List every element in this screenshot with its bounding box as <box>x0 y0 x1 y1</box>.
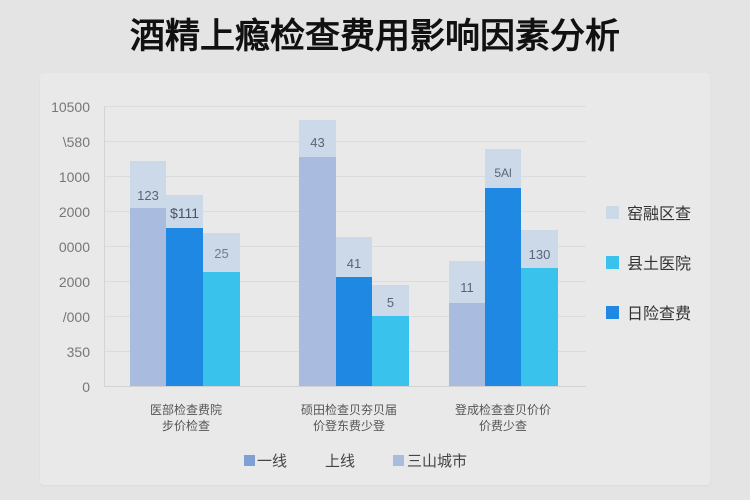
legend-item[interactable]: 三山城市 <box>393 450 467 471</box>
category-label: 医部检查费院 步价检查 <box>111 402 261 434</box>
bar-value-label: 41 <box>346 256 362 271</box>
bar-g1-s2[interactable]: $111 <box>166 195 203 386</box>
legend-label: 日险查费 <box>627 304 692 323</box>
category-label: 硕田检查贝夯贝届 价登东费少登 <box>274 402 424 434</box>
category-label-line: 医部检查费院 <box>149 403 222 417</box>
gridline <box>104 176 586 177</box>
bar-value-label: 130 <box>528 247 551 262</box>
category-label-line: 硕田检查贝夯贝届 <box>300 403 397 417</box>
legend-item[interactable]: 窑融区查 <box>606 200 691 224</box>
legend-label: 县土医院 <box>627 254 692 273</box>
category-label-line: 价登东费少登 <box>312 419 385 433</box>
bar-g1-s1[interactable]: 123 <box>130 161 166 386</box>
y-tick: 350 <box>66 344 90 360</box>
legend-swatch <box>606 205 619 219</box>
legend-swatch <box>606 255 619 269</box>
legend-bottom: 一线 上线 三山城市 <box>244 450 505 471</box>
bar-g2-s2[interactable]: 41 <box>336 237 372 386</box>
category-label-line: 步价检查 <box>161 419 210 433</box>
y-tick: 2000 <box>58 204 90 220</box>
bar-g3-s2[interactable]: 5Al <box>485 149 521 386</box>
y-tick: 10500 <box>51 99 90 115</box>
bar-g3-s3[interactable]: 130 <box>521 230 558 386</box>
legend-swatch <box>393 455 405 466</box>
bar-value-label: $111 <box>169 205 200 221</box>
bar-value-label: 5 <box>386 295 395 310</box>
y-tick: 0 <box>82 379 90 395</box>
bar-g3-s1[interactable]: 11 <box>449 261 485 386</box>
gridline <box>104 141 586 142</box>
legend-label: 一线 <box>257 452 288 470</box>
bar-g1-s3[interactable]: 25 <box>203 233 240 386</box>
bar-value-label: 11 <box>460 280 474 295</box>
legend-right: 窑融区查 县土医院 日险查费 <box>606 200 691 350</box>
legend-item[interactable]: 日险查费 <box>606 300 691 324</box>
bar-value-label: 43 <box>310 135 325 150</box>
y-tick: 2000 <box>58 274 90 290</box>
legend-item[interactable]: 县土医院 <box>606 250 691 274</box>
bar-value-label: 25 <box>214 246 229 261</box>
legend-label: 窑融区查 <box>627 204 692 223</box>
category-label: 登成检查查贝价价 价费少查 <box>428 402 578 434</box>
y-tick: /000 <box>62 309 90 325</box>
gridline <box>104 211 586 212</box>
bar-g2-s3[interactable]: 5 <box>372 285 409 386</box>
y-tick: 0000 <box>58 239 90 255</box>
gridline <box>104 106 586 107</box>
legend-label: 三山城市 <box>407 452 468 470</box>
bar-value-label: 123 <box>137 188 159 203</box>
bar-g2-s1[interactable]: 43 <box>299 120 336 386</box>
y-axis-line <box>104 106 105 387</box>
category-label-line: 登成检查查贝价价 <box>454 403 551 417</box>
legend-swatch <box>606 305 619 319</box>
chart-title: 酒精上瘾检查费用影响因素分析 <box>129 17 620 57</box>
bar-value-label: 5Al <box>494 166 512 180</box>
category-label-line: 价费少查 <box>478 419 527 433</box>
y-tick: \580 <box>62 134 90 150</box>
y-tick: 1000 <box>58 169 90 185</box>
legend-item[interactable]: 一线 <box>244 450 287 471</box>
legend-label: 上线 <box>325 452 356 470</box>
legend-item[interactable]: 上线 <box>325 450 355 471</box>
baseline <box>104 386 586 387</box>
legend-swatch <box>244 455 255 466</box>
